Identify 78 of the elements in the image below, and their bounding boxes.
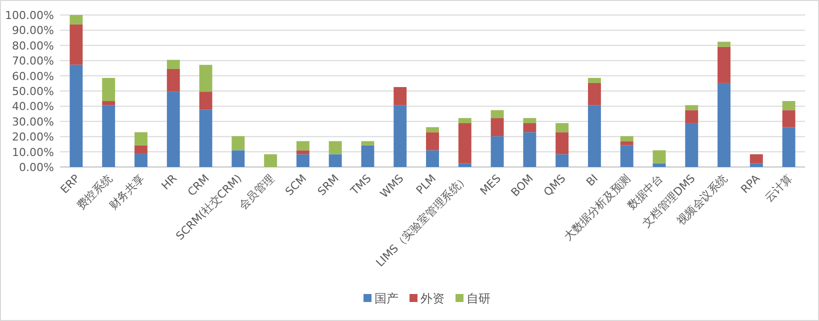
bar bbox=[458, 123, 472, 164]
bar bbox=[426, 150, 439, 167]
bar bbox=[361, 145, 374, 167]
bar bbox=[588, 105, 601, 167]
y-tick-label: 10.00% bbox=[12, 146, 54, 159]
bar bbox=[588, 82, 601, 106]
y-tick-label: 60.00% bbox=[12, 70, 54, 83]
bar bbox=[490, 136, 504, 167]
bar bbox=[70, 24, 83, 65]
bar bbox=[490, 110, 504, 118]
x-tick-label: BI bbox=[584, 172, 601, 189]
bar bbox=[556, 123, 569, 132]
bar bbox=[264, 154, 278, 167]
bar bbox=[328, 154, 342, 167]
bar bbox=[232, 150, 245, 167]
bar bbox=[652, 150, 666, 164]
bar bbox=[685, 110, 698, 124]
bar bbox=[685, 123, 698, 167]
y-tick-label: 90.00% bbox=[12, 24, 54, 38]
bar bbox=[361, 141, 374, 146]
bar bbox=[166, 60, 180, 69]
bar bbox=[556, 132, 569, 154]
bar bbox=[458, 118, 472, 124]
y-tick-label: 100.00% bbox=[5, 9, 54, 22]
legend-label: 自研 bbox=[466, 292, 490, 306]
bar bbox=[232, 136, 245, 150]
bar bbox=[685, 105, 698, 110]
x-tick-label: 云计算 bbox=[762, 172, 795, 204]
bar bbox=[70, 64, 83, 167]
bar bbox=[134, 132, 148, 146]
legend-label: 外资 bbox=[420, 292, 444, 306]
y-tick-label: 50.00% bbox=[12, 85, 54, 98]
y-tick-label: 70.00% bbox=[12, 54, 54, 68]
bar bbox=[394, 105, 407, 167]
bar bbox=[426, 132, 439, 150]
bar bbox=[782, 127, 796, 167]
bar bbox=[199, 110, 212, 167]
bar bbox=[782, 110, 796, 128]
y-tick-label: 40.00% bbox=[12, 100, 54, 114]
bar bbox=[134, 145, 148, 154]
bar bbox=[296, 154, 310, 167]
bar bbox=[523, 123, 536, 132]
bar bbox=[620, 141, 634, 146]
bar bbox=[750, 163, 763, 167]
x-tick-label: HR bbox=[159, 172, 180, 192]
bar bbox=[718, 46, 730, 83]
bar bbox=[556, 154, 569, 167]
x-tick-label: RPA bbox=[738, 172, 763, 196]
y-tick-label: 80.00% bbox=[12, 39, 54, 52]
bar bbox=[296, 141, 310, 150]
bar bbox=[458, 163, 472, 167]
legend-label: 国产 bbox=[374, 292, 398, 306]
bar bbox=[782, 101, 796, 110]
bar bbox=[394, 87, 407, 106]
bar bbox=[426, 127, 439, 132]
bar bbox=[588, 78, 601, 83]
y-tick-label: 30.00% bbox=[12, 115, 54, 128]
bar bbox=[199, 92, 212, 110]
bar bbox=[718, 82, 730, 167]
bar bbox=[328, 141, 342, 154]
bar bbox=[102, 101, 116, 106]
bar bbox=[134, 154, 148, 167]
bar bbox=[102, 105, 116, 167]
bar bbox=[620, 145, 634, 167]
bar bbox=[70, 15, 83, 24]
bar bbox=[199, 64, 212, 92]
y-tick-label: 0.00% bbox=[19, 161, 54, 174]
bar bbox=[523, 132, 536, 167]
bar bbox=[620, 136, 634, 142]
bar bbox=[166, 92, 180, 167]
bar bbox=[750, 154, 763, 164]
bar bbox=[166, 68, 180, 92]
bar bbox=[102, 78, 116, 102]
y-tick-label: 20.00% bbox=[12, 130, 54, 144]
bar bbox=[490, 118, 504, 136]
bar bbox=[523, 118, 536, 124]
bar bbox=[652, 163, 666, 167]
bar bbox=[718, 42, 730, 47]
